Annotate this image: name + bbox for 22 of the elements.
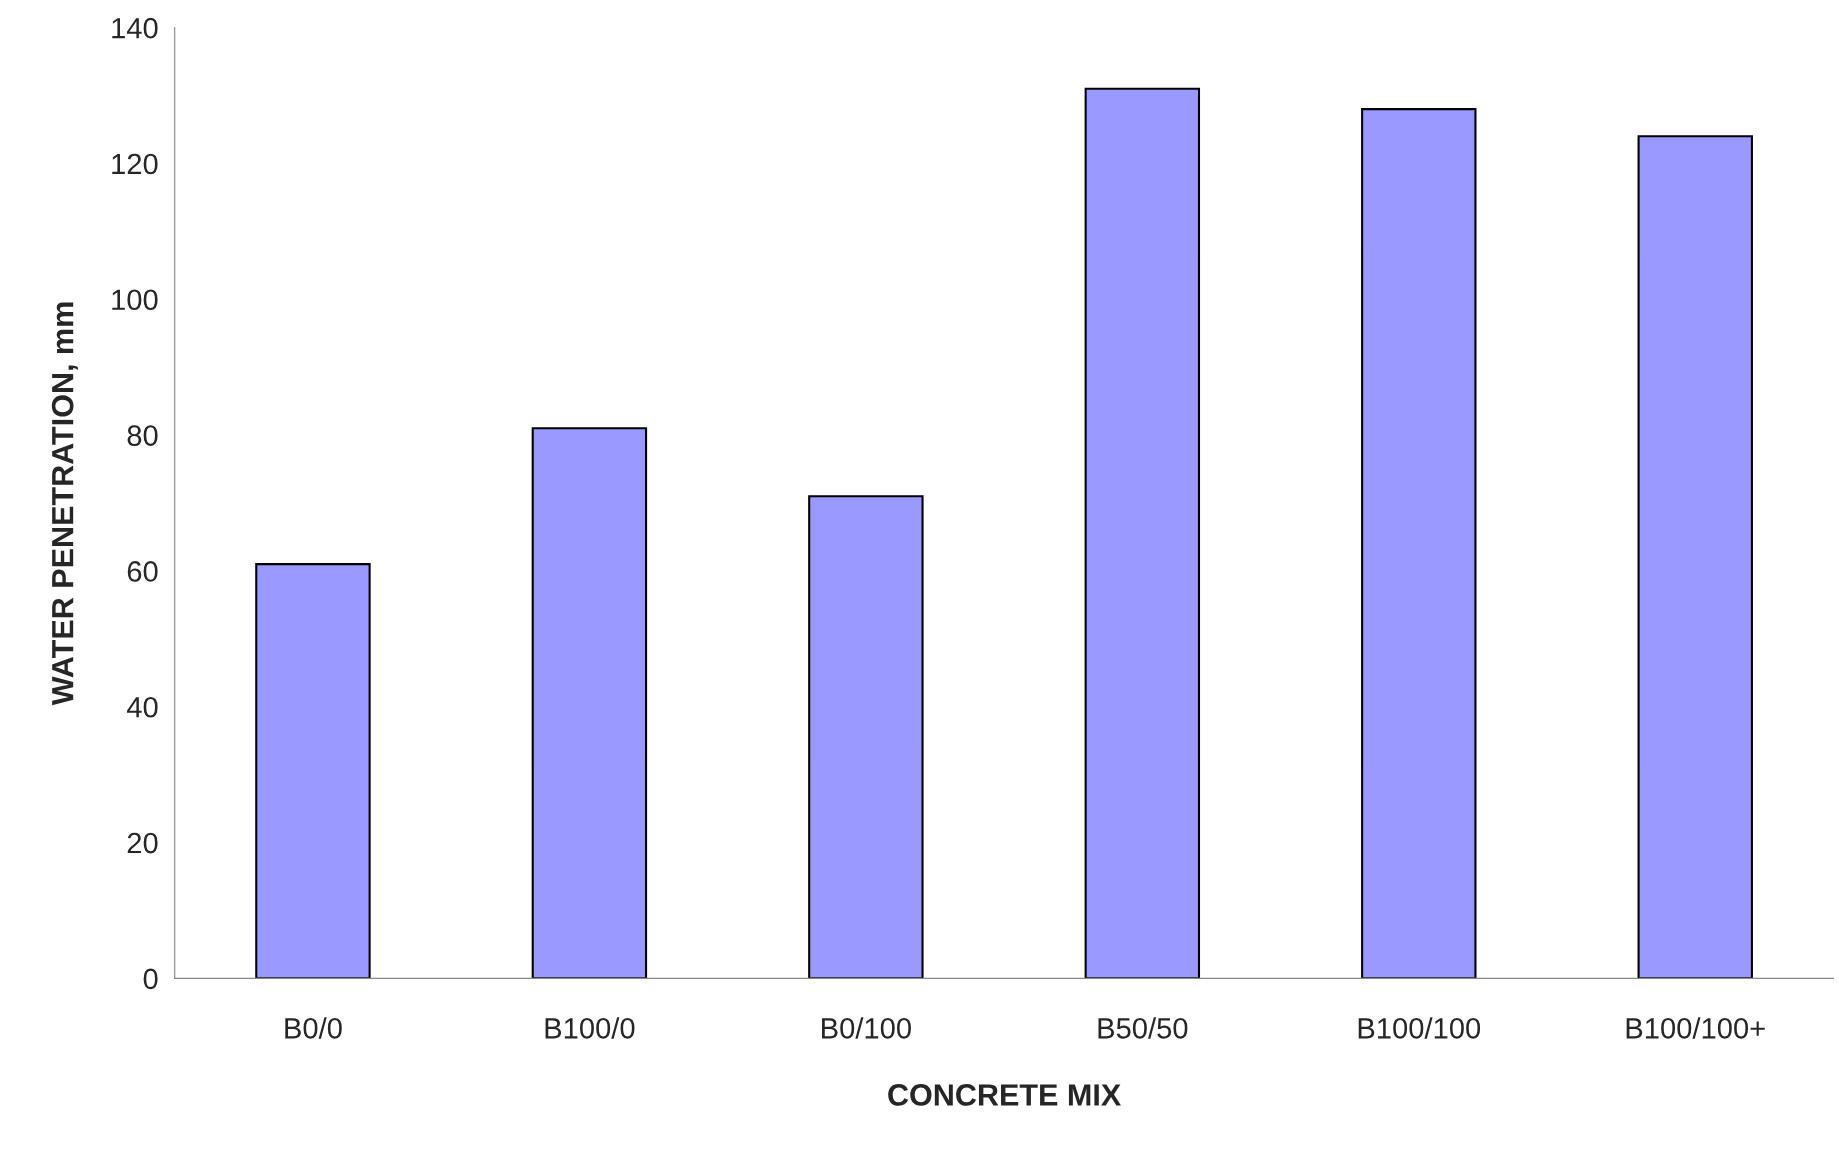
- bar: [1637, 135, 1753, 979]
- x-tick-label: B0/100: [822, 1017, 911, 1039]
- x-tick-label: B100/100: [1358, 1017, 1481, 1039]
- bar: [808, 495, 924, 979]
- x-tick-label: B0/0: [285, 1017, 342, 1039]
- x-tick-label: B100/0: [545, 1017, 635, 1039]
- y-tick-label: 0: [143, 968, 158, 990]
- y-axis-title: WATER PENETRATION, mm: [51, 302, 78, 706]
- bar: [255, 563, 371, 979]
- y-tick-label: 40: [126, 696, 158, 718]
- x-tick-label: B100/100+: [1626, 1017, 1765, 1039]
- bar: [1361, 108, 1477, 979]
- x-tick-label: B50/50: [1098, 1017, 1188, 1039]
- x-axis-title: CONCRETE MIX: [888, 1084, 1121, 1106]
- y-tick-label: 140: [112, 17, 158, 39]
- bar: [1084, 87, 1201, 979]
- bar: [531, 427, 648, 979]
- y-tick-label: 80: [127, 425, 158, 446]
- y-tick-label: 120: [112, 153, 158, 175]
- y-tick-label: 100: [112, 289, 158, 311]
- y-tick-label: 20: [127, 832, 158, 854]
- y-tick-label: 60: [127, 561, 158, 582]
